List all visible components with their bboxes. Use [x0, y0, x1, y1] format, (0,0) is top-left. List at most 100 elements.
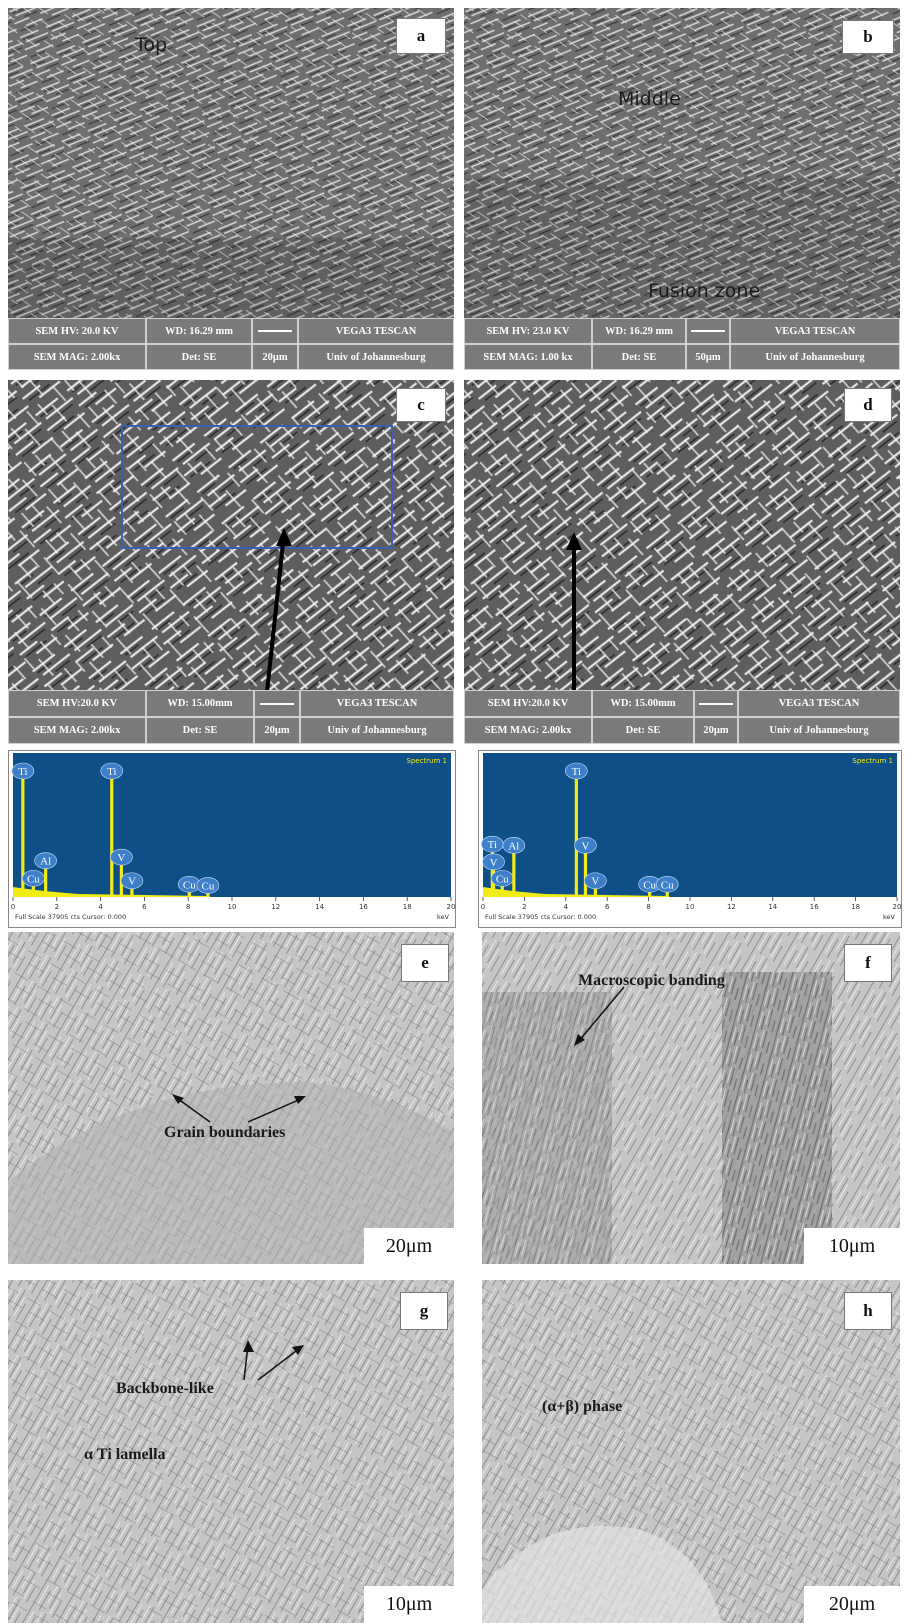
axis-tick-label: 10	[686, 903, 695, 911]
spectrum-peak	[665, 892, 669, 897]
sem-vendor: VEGA3 TESCAN	[738, 690, 900, 717]
axis-tick-label: 2	[55, 903, 59, 911]
axis-tick-label: 12	[271, 903, 280, 911]
optical-micrograph-e	[8, 932, 454, 1264]
svg-text:V: V	[128, 876, 136, 888]
panel-letter-h: h	[844, 1292, 892, 1330]
peak-label: Cu	[655, 875, 679, 893]
arrowhead-icon	[276, 528, 292, 546]
arrowhead-icon	[243, 1340, 254, 1352]
peak-label: V	[584, 872, 607, 890]
sem-wd: WD: 15.00mm	[146, 690, 254, 717]
axis-tick-label: 6	[142, 903, 147, 911]
peak-label: Ti	[100, 762, 124, 780]
sem-univ: Univ of Johannesburg	[298, 344, 454, 370]
axis-tick-label: 8	[646, 903, 650, 911]
panel-letter-d: d	[844, 388, 892, 422]
spectrum-peak	[574, 779, 578, 897]
sem-wd: WD: 16.29 mm	[592, 318, 686, 344]
scale-label-h: 20μm	[804, 1586, 900, 1623]
peak-label: Ti	[481, 835, 504, 853]
svg-text:V: V	[490, 857, 498, 869]
svg-text:V: V	[591, 876, 599, 888]
spectrum-peak	[31, 886, 35, 897]
spectrum-plot: Ti V Cu Al Ti V V Cu Cu Spectrum 1 0 2 4 6 8 10 12 14 16 18…	[481, 753, 901, 921]
axis-tick-label: 20	[893, 903, 901, 911]
spectrum-peak	[593, 888, 598, 897]
axis-tick-label: 14	[315, 903, 324, 911]
eds-spectrum-left: Ti Cu Al Ti V V Cu Cu Spectrum 1 0 2 4 6 8 10 12 14 16 18 2…	[8, 750, 456, 928]
panel-letter-f: f	[844, 944, 892, 982]
region-label-top: Top	[135, 34, 168, 56]
sem-scale: 50μm	[686, 344, 730, 370]
spectrum-footer: Full Scale 37905 cts Cursor: 0.000	[485, 913, 596, 921]
sem-univ: Univ of Johannesburg	[730, 344, 900, 370]
panel-letter-b: b	[842, 20, 894, 54]
sem-det: Det: SE	[146, 344, 252, 370]
sem-scale: 20μm	[694, 717, 738, 744]
sem-det: Det: SE	[592, 717, 694, 744]
spectrum-peak	[110, 779, 114, 897]
bremsstrahlung-background	[13, 887, 211, 897]
sem-databar-c: SEM HV:20.0 KV WD: 15.00mm VEGA3 TESCAN …	[8, 690, 454, 744]
spectrum-peak	[130, 888, 134, 897]
scale-bar-icon	[254, 690, 300, 717]
axis-tick-label: 6	[605, 903, 610, 911]
axis-tick-label: 8	[186, 903, 190, 911]
panel-d: d SEM HV:20.0 KV WD: 15.00mm VEGA3 TESCA…	[464, 380, 900, 744]
spectrum-title: Spectrum 1	[852, 757, 893, 765]
peak-label: Ti	[565, 762, 588, 780]
svg-text:Cu: Cu	[183, 879, 196, 891]
scale-label-g: 10μm	[364, 1586, 454, 1623]
panel-letter-c: c	[396, 388, 446, 422]
sem-hv: SEM HV: 23.0 KV	[464, 318, 592, 344]
sem-vendor: VEGA3 TESCAN	[730, 318, 900, 344]
panel-a: Top a SEM HV: 20.0 KV WD: 16.29 mm VEGA3…	[8, 8, 454, 370]
peak-label: V	[120, 872, 144, 890]
arrowhead-icon	[566, 532, 582, 550]
arrowhead-icon	[292, 1345, 304, 1355]
spectrum-title: Spectrum 1	[406, 757, 447, 765]
axis-unit: keV	[437, 913, 450, 921]
axis-tick-label: 16	[359, 903, 368, 911]
sem-vendor: VEGA3 TESCAN	[298, 318, 454, 344]
sem-univ: Univ of Johannesburg	[738, 717, 900, 744]
axis-tick-label: 2	[522, 903, 526, 911]
sem-micrograph-a	[8, 8, 454, 318]
annotation-grain-boundaries: Grain boundaries	[164, 1124, 286, 1141]
panel-letter-a: a	[396, 18, 446, 54]
spectrum-peak	[44, 868, 48, 897]
spectrum-peak	[500, 886, 504, 897]
sem-databar-b: SEM HV: 23.0 KV WD: 16.29 mm VEGA3 TESCA…	[464, 318, 900, 370]
sem-wd: WD: 16.29 mm	[146, 318, 252, 344]
scale-bar-icon	[252, 318, 298, 344]
svg-text:Ti: Ti	[18, 766, 27, 778]
scale-bar-icon	[686, 318, 730, 344]
svg-text:Cu: Cu	[27, 873, 40, 885]
svg-text:Ti: Ti	[107, 766, 116, 778]
spectrum-peak	[206, 893, 210, 897]
svg-text:Cu: Cu	[496, 873, 509, 885]
sem-mag: SEM MAG: 2.00kx	[8, 344, 146, 370]
peak-label: V	[574, 837, 597, 854]
optical-micrograph-g	[8, 1280, 454, 1623]
sem-det: Det: SE	[592, 344, 686, 370]
annotation-backbone-like: Backbone-like	[116, 1380, 214, 1397]
region-label-fusion-zone: Fusion zone	[648, 280, 761, 302]
panel-b: Middle Fusion zone b SEM HV: 23.0 KV WD:…	[464, 8, 900, 370]
svg-text:V: V	[581, 840, 589, 852]
sem-hv: SEM HV: 20.0 KV	[8, 318, 146, 344]
peak-label: V	[110, 848, 133, 866]
sem-micrograph-b	[464, 8, 900, 318]
scale-label-f: 10μm	[804, 1228, 900, 1264]
peak-label: Al	[502, 837, 526, 854]
pointer-arrow	[257, 1347, 301, 1381]
spectrum-background	[483, 753, 897, 897]
panel-f: Macroscopic banding f 10μm	[482, 932, 900, 1264]
svg-text:Al: Al	[508, 840, 519, 852]
arrowhead-icon	[574, 1034, 585, 1046]
svg-text:V: V	[117, 852, 125, 864]
svg-text:Al: Al	[40, 856, 51, 868]
sem-mag: SEM MAG: 2.00kx	[464, 717, 592, 744]
